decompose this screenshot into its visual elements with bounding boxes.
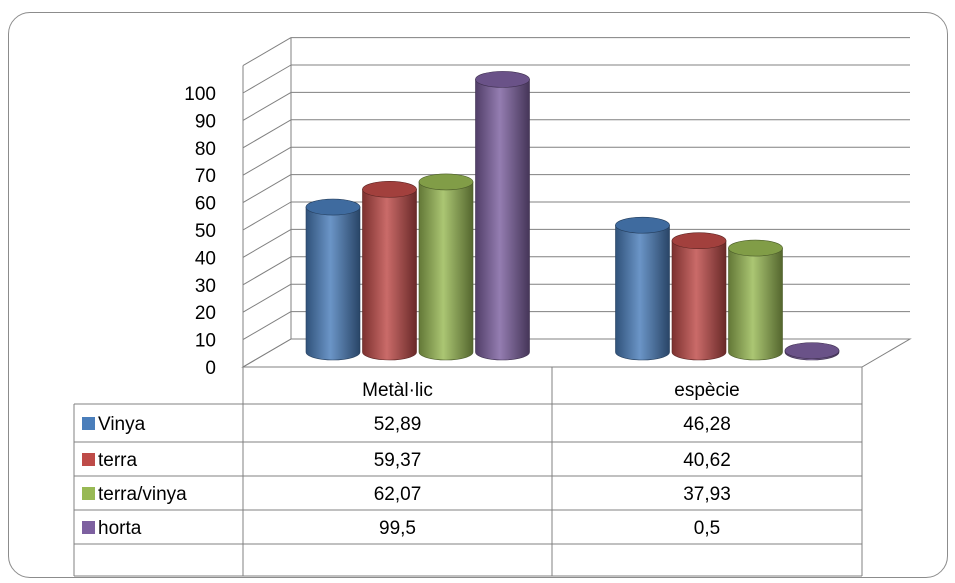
gridline-side <box>242 91 292 121</box>
y-tick-label: 10 <box>195 331 216 352</box>
legend-key-Vinya <box>82 417 95 430</box>
y-tick-label: 80 <box>195 139 216 160</box>
data-label: 46,28 <box>683 414 731 435</box>
data-label: 52,89 <box>374 414 422 435</box>
legend-key-terra <box>82 453 95 466</box>
bars <box>305 71 840 361</box>
gridline-side <box>242 201 292 231</box>
y-tick-label: 90 <box>195 111 216 132</box>
y-tick-label: 20 <box>195 303 216 324</box>
gridline-side <box>242 174 292 204</box>
gridline-side <box>242 146 292 176</box>
y-axis: 0 10 20 30 40 50 60 70 80 90 100 <box>184 84 216 379</box>
legend-label: Vinya <box>98 414 146 435</box>
y-tick-label: 40 <box>195 248 216 269</box>
legend-key-horta <box>82 521 95 534</box>
bar-Vinya-0 <box>305 198 361 361</box>
data-label: 40,62 <box>683 450 731 471</box>
legend-label: terra <box>98 450 138 471</box>
y-tick-label: 60 <box>195 194 216 215</box>
gridline-side <box>242 119 292 149</box>
data-table: Metàl·lic espècie Vinya 52,89 46,28 terra 59,3… <box>73 367 863 577</box>
y-tick-label: 0 <box>205 358 216 379</box>
data-label: 99,5 <box>379 518 416 539</box>
bar-terra-0 <box>362 181 417 361</box>
y-tick-label: 100 <box>184 84 216 105</box>
gridline-side <box>242 256 292 286</box>
y-tick-label: 70 <box>195 166 216 187</box>
gridline-side <box>242 311 292 341</box>
gridline-side <box>242 228 292 258</box>
y-tick-label: 30 <box>195 276 216 297</box>
bar-terra/vinya-0 <box>418 173 474 361</box>
y-tick-label: 50 <box>195 221 216 242</box>
legend-label: terra/vinya <box>98 484 187 505</box>
bar-terra-1 <box>671 232 727 361</box>
bar-horta-1 <box>784 342 840 361</box>
category-header: espècie <box>674 380 740 401</box>
data-label: 0,5 <box>694 518 720 539</box>
legend-label: horta <box>98 518 142 539</box>
legend-key-terra/vinya <box>82 487 95 500</box>
category-header: Metàl·lic <box>362 380 433 401</box>
data-label: 59,37 <box>374 450 422 471</box>
gridline-side <box>242 37 292 67</box>
data-label: 62,07 <box>374 484 422 505</box>
gridline-side <box>242 338 292 368</box>
bar-terra/vinya-1 <box>728 239 783 361</box>
bar-horta-0 <box>475 71 530 361</box>
bar-Vinya-1 <box>615 216 670 361</box>
gridline-side <box>242 64 292 94</box>
data-label: 37,93 <box>683 484 731 505</box>
gridline-side <box>242 283 292 313</box>
